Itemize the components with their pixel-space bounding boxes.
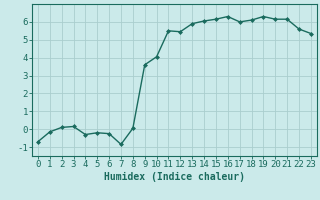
X-axis label: Humidex (Indice chaleur): Humidex (Indice chaleur) — [104, 172, 245, 182]
